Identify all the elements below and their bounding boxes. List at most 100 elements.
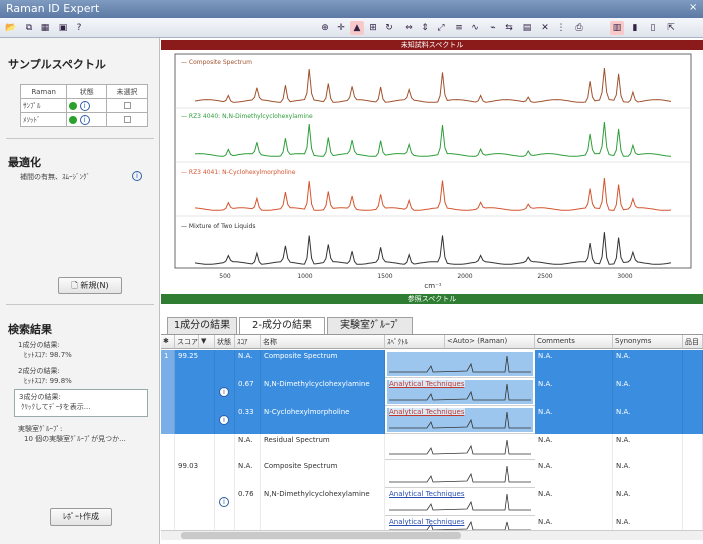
result-1[interactable]: 1成分の結果: ﾋｯﾄｽｺｱ: 98.7% (18, 341, 72, 359)
col-subscore-header[interactable]: ｽｺｱ (235, 335, 261, 349)
tab-one-component[interactable]: 1成分の結果 (167, 317, 237, 334)
baseline-icon[interactable]: ⌁ (490, 23, 496, 33)
optimization-info-icon[interactable]: i (132, 171, 142, 181)
bars-icon[interactable]: ▯ (650, 23, 656, 33)
synonyms-cell: N.A. (613, 406, 683, 434)
item-cell (683, 378, 703, 406)
chart-icon[interactable]: ▥ (610, 21, 624, 35)
result-2[interactable]: 2成分の結果: ﾋｯﾄｽｺｱ: 99.8% (18, 367, 72, 385)
peak-icon[interactable]: ▲ (350, 21, 364, 35)
help-icon[interactable]: ? (76, 23, 82, 33)
new-button[interactable]: 🗋 新規(N) (58, 277, 122, 294)
compare-icon[interactable]: ⇆ (505, 23, 513, 33)
copy-icon[interactable]: ⧉ (25, 23, 33, 33)
table-row[interactable]: 2 99.03 N.A. Composite Spectrum N.A. N.A. (161, 460, 703, 488)
table-icon[interactable]: ▤ (522, 23, 532, 33)
spectrum-header: 未知試料スペクトル (161, 40, 703, 50)
report-button[interactable]: ﾚﾎﾟｰﾄ作成 (50, 508, 112, 526)
spectrum-thumbnail[interactable] (387, 436, 533, 458)
spectrum-footer: 参照スペクトル (161, 294, 703, 304)
delete-icon[interactable]: ✕ (541, 23, 549, 33)
subscore-cell: N.A. (235, 460, 261, 488)
spectrum-icon[interactable]: ∿ (471, 23, 479, 33)
pin-icon[interactable]: ✱ (161, 335, 175, 349)
fit-icon[interactable]: ⤢ (437, 23, 445, 33)
item-cell (683, 460, 703, 488)
col-comments-header[interactable]: Comments (535, 335, 613, 349)
subscore-cell: N.A. (235, 434, 261, 460)
table-row[interactable]: 0.67 N,N-Dimethylcyclohexylamine N.A. N.A. A… (161, 378, 703, 406)
status-ok-icon (69, 101, 78, 110)
lab-groups[interactable]: 実験室ｸﾞﾙｰﾌﾟ: 10 個の実験室ｸﾞﾙｰﾌﾟが見つか... (18, 425, 126, 443)
window-icon[interactable]: ▣ (58, 23, 68, 33)
table-row[interactable]: 0.76 N,N-Dimethylcyclohexylamine N.A. N.A. A… (161, 488, 703, 516)
spectrum-area[interactable]: — Composite Spectrum — RZ3 4040: N,N-Dime… (161, 50, 703, 294)
col-score-header[interactable]: スコア (175, 335, 199, 349)
tab-two-component[interactable]: 2-成分の結果 (239, 317, 325, 334)
x-tick-label: 1000 (297, 273, 312, 280)
tab-lab-groups[interactable]: 実験室ｸﾞﾙｰﾌﾟ (327, 317, 413, 334)
name-cell: N,N-Dimethylcyclohexylamine (261, 378, 385, 406)
x-tick-label: 2000 (457, 273, 472, 280)
synonyms-cell: N.A. (613, 460, 683, 488)
table-row[interactable]: 0.33 N-Cyclohexylmorpholine N.A. N.A. Analyt… (161, 406, 703, 434)
print-icon[interactable]: ⎙ (575, 23, 583, 33)
overlay-icon[interactable]: ⊞ (369, 23, 377, 33)
cursor-icon[interactable]: ✛ (337, 23, 345, 33)
item-cell (683, 406, 703, 434)
col-filter-header[interactable]: ▼ (199, 335, 215, 349)
col-item-header[interactable]: 品目 (683, 335, 703, 349)
col-auto-header[interactable]: <Auto> (Raman) (445, 335, 535, 349)
scale-y-icon[interactable]: ⇕ (421, 23, 429, 33)
score-cell: 99.03 (175, 460, 215, 488)
status-cell (215, 460, 235, 488)
analytical-techniques-link[interactable]: Analytical Techniques (389, 408, 465, 416)
horizontal-scrollbar[interactable] (161, 530, 703, 540)
table-row[interactable]: 1 99.25 N.A. Composite Spectrum N.A. N.A. (161, 350, 703, 378)
spectrum-thumbnail[interactable] (387, 462, 533, 486)
open-file-icon[interactable]: 📂 (5, 23, 17, 33)
col-spectrum-header[interactable]: ｽﾍﾟｸﾄﾙ (385, 335, 445, 349)
score-cell (175, 516, 215, 532)
name-cell: Composite Spectrum (261, 350, 385, 378)
score-cell (175, 434, 215, 460)
window-title-bar: Raman ID Expert × (0, 0, 703, 18)
analytical-techniques-link[interactable]: Analytical Techniques (389, 380, 465, 388)
info-icon[interactable]: i (79, 100, 90, 111)
sample-row[interactable]: ﾒｿｯﾄﾞ i (19, 112, 148, 127)
col-synonyms-header[interactable]: Synonyms (613, 335, 683, 349)
close-window-icon[interactable]: × (689, 2, 698, 13)
item-cell (683, 488, 703, 516)
spectrum-plot[interactable]: — Composite Spectrum — RZ3 4040: N,N-Dime… (161, 50, 703, 294)
info-icon[interactable]: i (219, 387, 229, 397)
export-icon[interactable]: ⇱ (667, 23, 675, 33)
checkbox[interactable] (123, 102, 131, 109)
bar-chart-icon[interactable]: ▮ (632, 23, 638, 33)
info-icon[interactable]: i (219, 415, 229, 425)
sample-row[interactable]: ｻﾝﾌﾟﾙ i (19, 98, 148, 113)
analytical-techniques-link[interactable]: Analytical Techniques (389, 518, 465, 526)
status-cell (215, 516, 235, 532)
result-3[interactable]: 3成分の結果: ｸﾘｯｸしてﾃﾞｰﾀを表示... (14, 389, 148, 417)
score-cell (175, 378, 215, 406)
col-name-header[interactable]: 名称 (261, 335, 385, 349)
align-icon[interactable]: ⋮ (556, 23, 566, 33)
spectrum-thumbnail[interactable] (387, 352, 533, 376)
info-icon[interactable]: i (79, 114, 90, 125)
refresh-icon[interactable]: ↻ (385, 23, 393, 33)
scale-x-icon[interactable]: ⇔ (405, 23, 413, 33)
checkbox[interactable] (123, 116, 131, 123)
zoom-in-icon[interactable]: ⊕ (321, 23, 329, 33)
analytical-techniques-link[interactable]: Analytical Techniques (389, 490, 465, 498)
col-status-header[interactable]: 状態 (215, 335, 235, 349)
info-icon[interactable]: i (219, 497, 229, 507)
results-tabs: 1成分の結果 2-成分の結果 実験室ｸﾞﾙｰﾌﾟ (161, 317, 703, 334)
x-tick-label: 500 (219, 273, 231, 280)
status-cell (215, 434, 235, 460)
subscore-cell: N.A. (235, 350, 261, 378)
stack-icon[interactable]: ≡ (455, 23, 463, 33)
grid-icon[interactable]: ▦ (40, 23, 50, 33)
table-row[interactable]: N.A. Residual Spectrum N.A. N.A. (161, 434, 703, 460)
table-row[interactable]: N.A. N.A. Analytical Techniques (161, 516, 703, 532)
scroll-thumb[interactable] (181, 532, 461, 539)
